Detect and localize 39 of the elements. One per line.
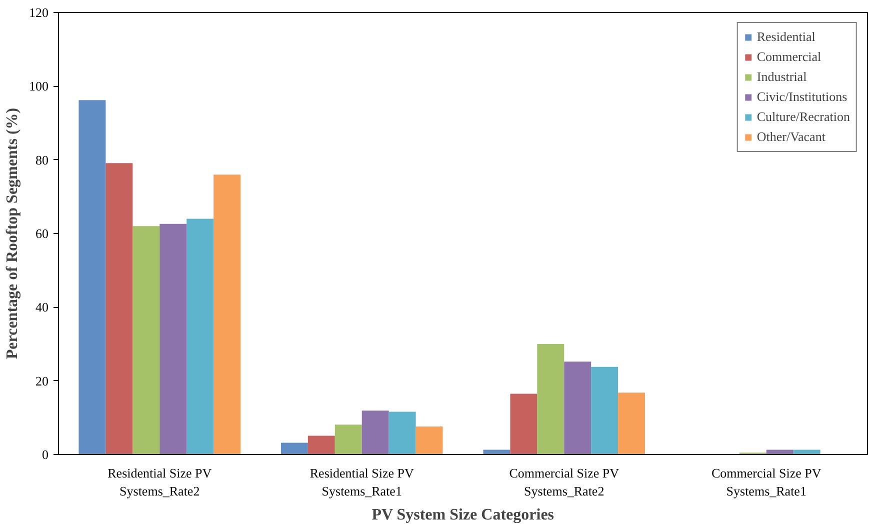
bar: [766, 450, 794, 454]
legend-label: Other/Vacant: [756, 129, 826, 145]
bar: [132, 226, 160, 454]
bar: [537, 344, 564, 454]
bar: [214, 174, 241, 454]
y-tick-label: 40: [36, 300, 48, 315]
x-tick-label: Commercial Size PV Systems_Rate1: [711, 466, 822, 498]
y-tick-label: 80: [36, 152, 48, 168]
legend-label: Residential: [756, 29, 816, 45]
bar: [793, 450, 820, 454]
y-tick-label: 120: [29, 5, 48, 20]
x-tick-label: Residential Size PV Systems_Rate1: [310, 466, 414, 498]
x-axis-title: PV System Size Categories: [372, 506, 554, 524]
bar: [388, 412, 416, 454]
bar: [618, 392, 646, 454]
bar: [106, 163, 133, 454]
bar: [510, 394, 538, 454]
legend-label: Commercial: [756, 49, 822, 65]
legend-label: Civic/Institutions: [756, 89, 848, 105]
y-tick-label: 20: [36, 373, 48, 388]
y-tick-label: 60: [36, 226, 48, 241]
bar: [362, 410, 389, 454]
bar: [591, 366, 618, 454]
bar: [334, 424, 362, 454]
bar: [416, 426, 443, 454]
x-tick-label: Residential Size PV Systems_Rate2: [108, 466, 212, 498]
y-tick-label: 0: [42, 447, 48, 462]
y-axis-title: Percentage of Rooftop Segments (%): [4, 108, 21, 360]
bar: [186, 218, 214, 454]
legend-label: Industrial: [756, 69, 807, 85]
bar: [160, 224, 187, 454]
bar: [483, 450, 510, 454]
legend-label: Culture/Recration: [756, 109, 850, 125]
bar: [78, 100, 106, 454]
y-tick-label: 100: [29, 78, 48, 94]
x-tick-label: Commercial Size PV Systems_Rate2: [509, 466, 620, 498]
bar: [308, 436, 335, 454]
bar: [280, 442, 308, 454]
bar: [564, 362, 592, 454]
